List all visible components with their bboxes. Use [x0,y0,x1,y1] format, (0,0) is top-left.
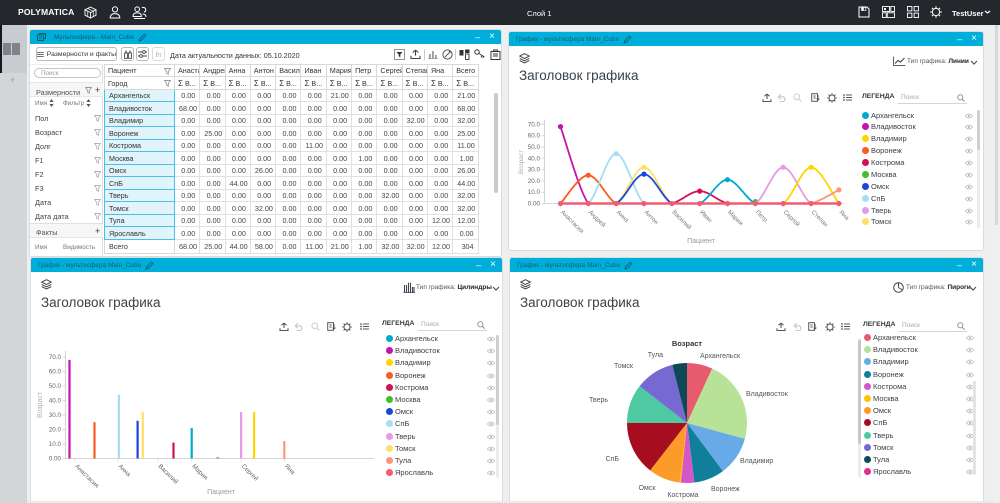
svg-text:Владивосток: Владивосток [746,391,789,398]
svg-text:40.0: 40.0 [49,398,62,405]
svg-text:Пациент: Пациент [207,489,236,496]
svg-text:60.0: 60.0 [49,369,62,376]
svg-text:Анастасия: Анастасия [73,463,100,490]
svg-text:Яна: Яна [283,463,296,476]
svg-text:0.00: 0.00 [528,201,541,208]
svg-text:10.0: 10.0 [49,441,62,448]
svg-text:Тверь: Тверь [589,397,608,404]
svg-text:30.0: 30.0 [49,412,62,419]
svg-text:Степан: Степан [810,209,830,229]
svg-text:Петр: Петр [754,209,769,224]
svg-text:70.0: 70.0 [528,121,541,128]
svg-text:Андрей: Андрей [587,209,607,229]
svg-text:Пациент: Пациент [687,238,716,245]
svg-text:Анна: Анна [117,463,133,479]
svg-text:Антон: Антон [643,209,660,226]
svg-text:Сергей: Сергей [782,209,801,228]
svg-text:30.0: 30.0 [528,167,541,174]
svg-text:Сергей: Сергей [240,462,261,483]
svg-text:СпБ: СпБ [606,456,620,463]
svg-text:Возраст: Возраст [37,391,44,418]
svg-text:Василий: Василий [157,462,181,486]
svg-text:Мария: Мария [190,463,209,482]
svg-text:20.0: 20.0 [49,427,62,434]
svg-text:Иван: Иван [698,209,713,224]
svg-text:Воронеж: Воронеж [711,486,740,493]
svg-text:70.0: 70.0 [49,354,62,361]
svg-text:50.0: 50.0 [528,144,541,151]
svg-text:Архангельск: Архангельск [700,353,741,360]
svg-text:50.0: 50.0 [49,383,62,390]
svg-text:Тула: Тула [648,352,663,359]
svg-text:Омск: Омск [639,485,657,492]
svg-text:Владимир: Владимир [740,458,773,465]
svg-text:Возраст: Возраст [518,150,525,174]
svg-text:10.0: 10.0 [528,189,541,196]
svg-text:Анна: Анна [615,209,630,224]
svg-text:Анастасия: Анастасия [559,209,585,235]
svg-text:0.00: 0.00 [49,456,62,463]
svg-text:40.0: 40.0 [528,155,541,162]
svg-text:Возраст: Возраст [672,339,703,348]
svg-text:20.0: 20.0 [528,178,541,185]
svg-text:60.0: 60.0 [528,133,541,140]
svg-text:Томск: Томск [614,363,634,370]
svg-text:Василий: Василий [670,209,692,231]
svg-text:Яна: Яна [837,209,850,222]
svg-text:Мария: Мария [726,209,744,227]
svg-text:Кострома: Кострома [667,492,698,499]
